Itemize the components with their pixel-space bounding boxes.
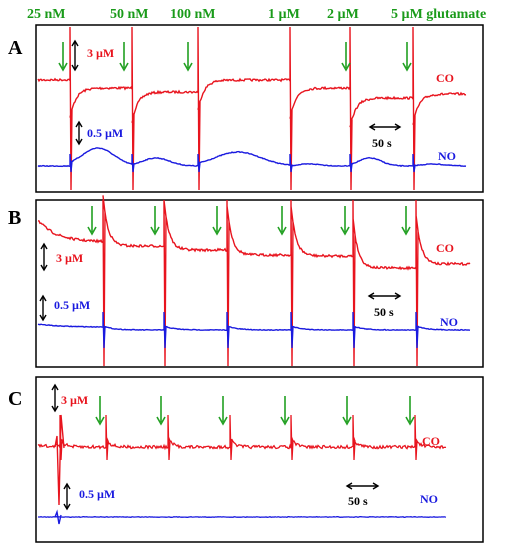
panel-b-co-trace (37, 195, 471, 367)
panel-a-arrow-1-head (58, 62, 68, 72)
panel-c-no-trace (38, 515, 447, 519)
panel-b-no-trace (37, 311, 471, 349)
panel-c-co-scale: 3 µM (61, 393, 88, 407)
stim-label-6: 5 µM glutamate (391, 7, 486, 22)
panel-b-no-scalebar-heads (39, 294, 47, 322)
panel-a-time-scale: 50 s (372, 136, 392, 150)
panel-c-co-artifact (54, 414, 65, 506)
panel-c-no-scale: 0.5 µM (79, 487, 115, 501)
panel-b-co-label: CO (436, 241, 454, 255)
panel-b-label: B (8, 207, 21, 229)
stim-label-1: 25 nM (27, 7, 66, 22)
panel-a-label: A (8, 37, 23, 59)
stim-label-4: 1 µM (268, 7, 300, 22)
stimulus-labels: 25 nM 50 nM 100 nM 1 µM 2 µM 5 µM glutam… (27, 7, 486, 22)
panel-b-arrow-4-head (277, 226, 287, 236)
panel-b-arrow-5-head (340, 226, 350, 236)
panel-a-co-scalebar-heads (71, 39, 79, 72)
panel-b-co-scalebar-heads (40, 242, 48, 272)
panel-a-no-scalebar-heads (75, 120, 83, 146)
panel-c-time-scalebar-heads (345, 482, 380, 490)
panel-b-arrow-2-head (150, 226, 160, 236)
panel-c-arrow-3-head (218, 416, 228, 426)
panel-a-arrow-3-head (183, 62, 193, 72)
panel-a-arrow-4-head (341, 62, 351, 72)
panel-c-no-label: NO (420, 492, 438, 506)
panel-c-co-scalebar-heads (51, 383, 59, 413)
panel-b-arrow-3-head (212, 226, 222, 236)
panel-b-no-label: NO (440, 315, 458, 329)
panel-a-no-label: NO (438, 149, 456, 163)
panel-c-co-trace (37, 414, 447, 461)
panel-a-frame (35, 24, 484, 193)
panel-b-time-scalebar-heads (367, 292, 402, 300)
panel-c-no-scalebar-heads (63, 482, 71, 511)
panel-a-no-scale: 0.5 µM (87, 126, 123, 140)
panel-c-arrow-4-head (280, 416, 290, 426)
scale-bars (39, 39, 402, 511)
panel-c-arrow-1-head (95, 416, 105, 426)
stim-label-3: 100 nM (170, 7, 216, 22)
panel-a-co-scale: 3 µM (87, 46, 114, 60)
panel-b-arrow-6-head (401, 226, 411, 236)
panel-a-arrow-5-head (402, 62, 412, 72)
panel-c-no-artifact (54, 509, 62, 525)
panel-b-arrow-1-head (87, 226, 97, 236)
stim-label-5: 2 µM (327, 7, 359, 22)
panel-c-time-scale: 50 s (348, 494, 368, 508)
panel-c-arrow-5-head (342, 416, 352, 426)
panel-a-no-trace (37, 147, 467, 173)
panel-b-frame (35, 199, 484, 368)
panel-b-time-scale: 50 s (374, 305, 394, 319)
stimulus-arrows (58, 42, 415, 426)
panel-c-label: C (8, 388, 22, 410)
panel-a-co-label: CO (436, 71, 454, 85)
panel-c-frame (35, 376, 484, 543)
panel-a-co-trace (37, 26, 467, 191)
traces (37, 26, 471, 525)
panel-b-co-scale: 3 µM (56, 251, 83, 265)
panel-c-arrow-6-head (405, 416, 415, 426)
stim-label-2: 50 nM (110, 7, 149, 22)
panel-c-arrow-2-head (156, 416, 166, 426)
panel-a-time-scalebar-heads (368, 123, 402, 131)
panel-a-arrow-2-head (119, 62, 129, 72)
panel-b-no-scale: 0.5 µM (54, 298, 90, 312)
panel-c-co-label: CO (422, 434, 440, 448)
